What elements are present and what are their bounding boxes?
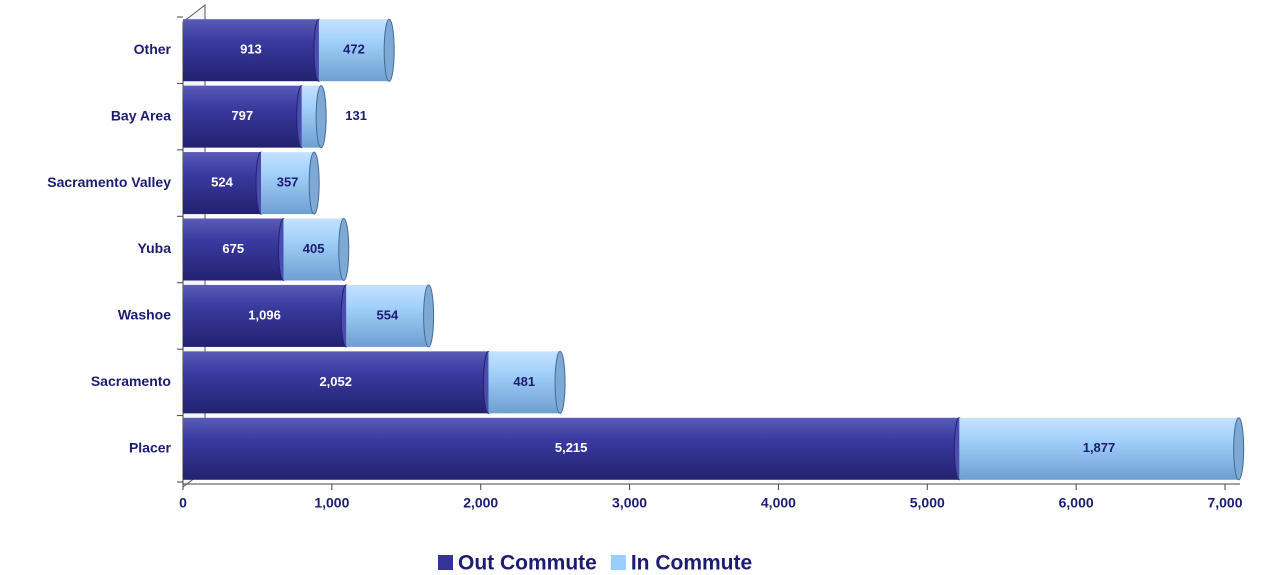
bar-body: [183, 284, 347, 347]
bar-body: [183, 85, 302, 148]
category-label: Bay Area: [111, 107, 171, 123]
bar-segment: [283, 218, 350, 281]
x-tick-label: 2,000: [463, 495, 498, 511]
x-tick-label: 7,000: [1207, 495, 1242, 511]
bar-body: [283, 218, 344, 281]
bar-segment: [959, 417, 1245, 481]
value-label: 1,877: [1083, 440, 1116, 455]
value-label: 554: [377, 307, 399, 322]
bar-body: [488, 351, 561, 414]
category-label: Placer: [129, 439, 172, 455]
value-label: 675: [222, 241, 244, 256]
x-tick-label: 3,000: [612, 495, 647, 511]
bar-body: [183, 19, 319, 82]
bar-segment: [301, 85, 327, 149]
value-label: 797: [231, 108, 253, 123]
bar-cap: [423, 284, 435, 348]
bar-body: [959, 417, 1239, 480]
bar-segment: [183, 417, 965, 481]
value-label: 524: [211, 175, 233, 190]
bar-cap: [308, 151, 320, 215]
bar-body: [301, 85, 322, 148]
category-label: Washoe: [118, 307, 171, 323]
bar-body: [346, 284, 429, 347]
x-tick-label: 4,000: [761, 495, 796, 511]
bar-cap: [338, 218, 350, 281]
category-label: Yuba: [138, 240, 172, 256]
x-tick-label: 5,000: [910, 495, 945, 511]
value-label: 131: [345, 108, 367, 123]
value-label: 481: [513, 374, 535, 389]
value-label: 357: [277, 175, 299, 190]
bar-cap: [315, 85, 327, 149]
bar-cap: [554, 350, 566, 414]
legend-label: In Commute: [631, 552, 752, 575]
bar-segment: [318, 18, 395, 82]
value-label: 2,052: [319, 374, 352, 389]
bar-body: [183, 218, 284, 281]
value-label: 5,215: [555, 440, 588, 455]
x-tick-label: 0: [179, 495, 187, 511]
category-label: Other: [134, 41, 172, 57]
bar-segment: [488, 350, 566, 414]
x-tick-label: 6,000: [1059, 495, 1094, 511]
bar-cap: [383, 18, 395, 82]
legend-label: Out Commute: [458, 552, 597, 575]
bar-segment: [183, 350, 494, 414]
bar-segment: [261, 151, 320, 215]
category-label: Sacramento: [91, 373, 171, 389]
bar-body: [183, 351, 489, 414]
value-label: 913: [240, 42, 262, 57]
bar-cap: [1233, 417, 1245, 481]
x-tick-label: 1,000: [314, 495, 349, 511]
legend-swatch: [610, 555, 626, 570]
value-label: 405: [303, 241, 325, 256]
value-label: 1,096: [248, 307, 281, 322]
bar-body: [183, 417, 960, 480]
bar-body: [318, 19, 390, 82]
bar-segment: [346, 284, 435, 348]
value-label: 472: [343, 42, 365, 57]
category-label: Sacramento Valley: [47, 174, 171, 190]
bar-body: [183, 152, 262, 215]
bar-body: [261, 152, 315, 215]
legend-swatch: [438, 555, 453, 570]
